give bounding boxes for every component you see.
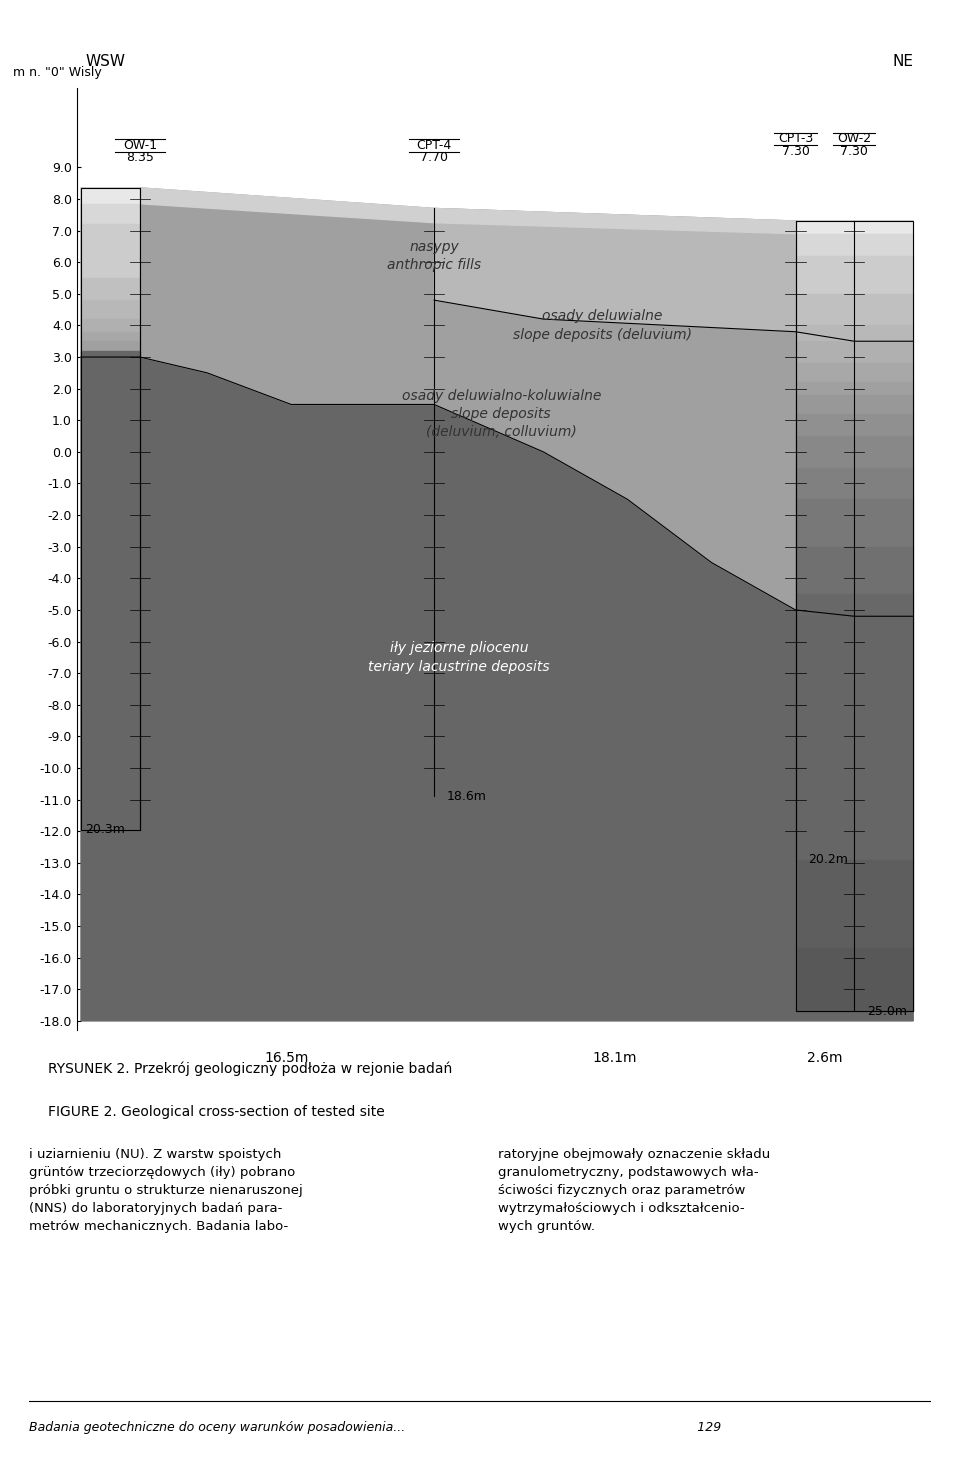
Bar bbox=[796, 468, 913, 499]
Bar bbox=[796, 394, 913, 414]
Text: 18.1m: 18.1m bbox=[592, 1051, 637, 1064]
Text: 8.35: 8.35 bbox=[126, 152, 154, 165]
Text: 7.30: 7.30 bbox=[840, 144, 868, 158]
Text: 7.30: 7.30 bbox=[781, 144, 809, 158]
Text: RYSUNEK 2. Przekrój geologiczny podłoża w rejonie badań: RYSUNEK 2. Przekrój geologiczny podłoża … bbox=[48, 1061, 452, 1076]
Text: OW-1: OW-1 bbox=[123, 138, 156, 152]
Bar bbox=[796, 436, 913, 468]
Text: 2.6m: 2.6m bbox=[807, 1051, 843, 1064]
Polygon shape bbox=[81, 188, 913, 617]
Bar bbox=[796, 617, 913, 860]
Bar bbox=[796, 860, 913, 948]
Bar bbox=[796, 256, 913, 294]
Text: FIGURE 2. Geological cross-section of tested site: FIGURE 2. Geological cross-section of te… bbox=[48, 1105, 385, 1120]
Bar bbox=[796, 221, 913, 234]
Bar bbox=[796, 499, 913, 546]
Text: i uziarnieniu (NU). Z warstw spoistych
grüntów trzeciorzędowych (iły) pobrano
pr: i uziarnieniu (NU). Z warstw spoistych g… bbox=[29, 1148, 302, 1234]
Text: WSW: WSW bbox=[85, 54, 125, 69]
Bar bbox=[81, 188, 140, 830]
Text: 18.6m: 18.6m bbox=[446, 790, 487, 802]
Text: m n. "0" Wisly: m n. "0" Wisly bbox=[13, 66, 102, 79]
Bar bbox=[796, 383, 913, 394]
Polygon shape bbox=[434, 209, 913, 342]
Text: osady deluwialne
slope deposits (deluvium): osady deluwialne slope deposits (deluviu… bbox=[513, 309, 691, 342]
Bar bbox=[81, 319, 140, 331]
Text: iły jeziorne pliocenu
teriary lacustrine deposits: iły jeziorne pliocenu teriary lacustrine… bbox=[369, 642, 550, 674]
Text: 16.5m: 16.5m bbox=[265, 1051, 309, 1064]
Text: nasypy
anthropic fills: nasypy anthropic fills bbox=[387, 240, 481, 272]
Bar bbox=[796, 294, 913, 325]
Bar bbox=[796, 595, 913, 617]
Text: 25.0m: 25.0m bbox=[867, 1005, 907, 1019]
Text: CPT-3: CPT-3 bbox=[778, 132, 813, 146]
Bar bbox=[796, 221, 913, 1011]
Bar bbox=[81, 342, 140, 350]
Polygon shape bbox=[81, 358, 913, 1022]
Text: CPT-4: CPT-4 bbox=[417, 138, 451, 152]
Text: NE: NE bbox=[892, 54, 913, 69]
Text: ratoryjne obejmowały oznaczenie składu
granulometryczny, podstawowych wła-
ściwo: ratoryjne obejmowały oznaczenie składu g… bbox=[498, 1148, 770, 1234]
Bar bbox=[81, 188, 140, 203]
Bar bbox=[796, 364, 913, 383]
Polygon shape bbox=[81, 188, 913, 234]
Bar bbox=[796, 414, 913, 436]
Bar bbox=[81, 224, 140, 278]
Bar bbox=[796, 325, 913, 342]
Text: Badania geotechniczne do oceny warunków posadowienia...                         : Badania geotechniczne do oceny warunków … bbox=[29, 1422, 721, 1434]
Bar bbox=[796, 234, 913, 256]
Bar bbox=[796, 948, 913, 1011]
Bar bbox=[81, 300, 140, 319]
Bar bbox=[796, 342, 913, 364]
Bar bbox=[796, 546, 913, 595]
Text: OW-2: OW-2 bbox=[837, 132, 872, 146]
Text: 7.70: 7.70 bbox=[420, 152, 448, 165]
Text: 20.2m: 20.2m bbox=[808, 854, 848, 866]
Text: 20.3m: 20.3m bbox=[85, 823, 125, 836]
Bar bbox=[81, 350, 140, 830]
Bar bbox=[81, 331, 140, 342]
Bar bbox=[81, 278, 140, 300]
Text: osady deluwialno-koluwialne
slope deposits
(deluvium, colluvium): osady deluwialno-koluwialne slope deposi… bbox=[401, 389, 601, 439]
Bar bbox=[81, 203, 140, 224]
